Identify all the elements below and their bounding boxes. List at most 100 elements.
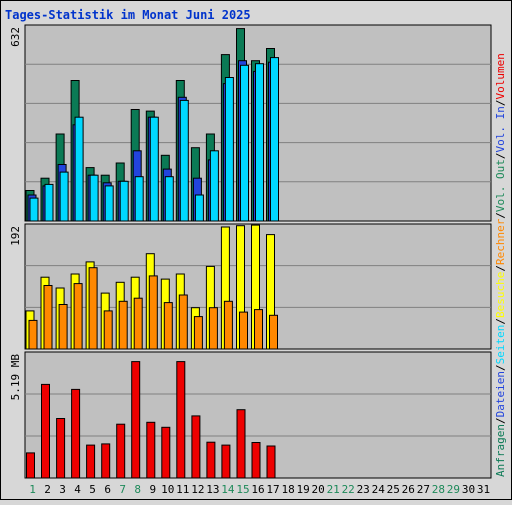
bar-rechner-day-9 [148,275,158,350]
legend-separator: / [494,318,507,325]
bar-seiten-day-14 [224,77,234,222]
bar-seiten-day-15 [240,64,249,222]
bar-volumen-day-14 [221,444,231,479]
legend-item-seiten: Seiten [494,325,507,365]
bar-rechner-day-13 [208,307,218,350]
x-tick-label: 21 [327,483,340,496]
visits-panel: 192 [9,223,492,350]
bar-rechner-day-7 [118,300,128,350]
legend: Anfragen/Dateien/Seiten/Besuche/Rechner/… [494,53,507,477]
x-tick-label: 1 [29,483,36,496]
x-tick-label: 25 [387,483,400,496]
bar-seiten-day-13 [209,150,219,222]
bar-rechner-day-4 [73,283,83,350]
bar-seiten-day-4 [74,116,84,222]
x-tick-label: 14 [221,483,235,496]
bar-seiten-day-1 [29,197,39,222]
bar-rechner-day-10 [163,302,173,350]
x-tick-label: 24 [372,483,386,496]
x-tick-label: 27 [417,483,430,496]
x-tick-label: 9 [149,483,156,496]
bar-volumen-day-13 [206,441,216,479]
bar-seiten-day-3 [59,171,69,222]
bar-volumen-day-11 [176,361,186,479]
legend-item-besuche: Besuche [494,272,507,318]
bar-seiten-day-12 [194,194,204,222]
bar-seiten-day-2 [44,183,54,222]
y-max-label: 192 [9,226,22,246]
bar-volumen-day-2 [41,383,50,479]
bar-rechner-day-6 [103,310,113,350]
legend-item-vol-in: Vol. In [494,106,507,152]
legend-item-volumen: Volumen [494,53,507,99]
x-tick-label: 3 [59,483,66,496]
x-tick-label: 15 [236,483,249,496]
x-tick-label: 29 [447,483,460,496]
x-tick-label: 10 [161,483,174,496]
legend-separator: / [494,99,507,106]
legend-separator: / [494,364,507,371]
bar-rechner-day-17 [269,314,278,350]
bar-volumen-day-10 [161,426,171,479]
x-tick-label: 4 [74,483,81,496]
bar-volumen-day-9 [146,421,156,479]
bar-rechner-day-15 [239,311,248,350]
bar-volumen-day-5 [86,444,96,479]
bar-rechner-day-11 [178,294,188,350]
x-tick-label: 22 [342,483,355,496]
x-tick-label: 20 [311,483,324,496]
x-tick-label: 17 [266,483,279,496]
legend-item-dateien: Dateien [494,371,507,417]
x-tick-label: 2 [44,483,51,496]
x-tick-label: 13 [206,483,219,496]
x-tick-label: 26 [402,483,415,496]
legend-separator: / [494,212,507,219]
bar-rechner-day-5 [88,267,98,350]
bar-seiten-day-8 [134,176,144,222]
x-tick-label: 31 [477,483,490,496]
bar-rechner-day-16 [254,309,263,350]
x-tick-label: 8 [134,483,141,496]
x-tick-label: 16 [251,483,264,496]
legend-separator: / [494,265,507,272]
x-tick-label: 23 [357,483,370,496]
x-tick-label: 19 [296,483,309,496]
bar-seiten-day-6 [104,185,114,222]
x-tick-label: 5 [89,483,96,496]
legend-separator: / [494,152,507,159]
volume-panel: 5.19 MB [9,351,492,479]
bar-rechner-day-2 [43,285,53,350]
bar-volumen-day-8 [131,361,141,479]
x-tick-label: 12 [191,483,204,496]
bar-volumen-day-15 [236,409,246,479]
bar-rechner-day-14 [223,300,233,350]
bar-volumen-day-17 [266,445,276,479]
x-tick-label: 28 [432,483,445,496]
bar-volumen-day-12 [191,415,201,479]
bar-rechner-day-12 [193,316,203,350]
bar-seiten-day-10 [164,176,174,222]
bar-seiten-day-9 [149,116,159,222]
x-tick-label: 11 [176,483,189,496]
legend-item-rechner: Rechner [494,218,507,265]
bar-volumen-day-4 [71,388,81,479]
y-max-label: 5.19 MB [9,354,22,401]
x-tick-label: 18 [281,483,294,496]
x-tick-label: 6 [104,483,111,496]
requests-panel: 632 [9,24,492,222]
legend-separator: / [494,417,507,424]
bar-volumen-day-16 [251,442,261,479]
x-tick-label: 7 [119,483,126,496]
bar-seiten-day-16 [255,63,264,222]
x-axis-labels: 1 2 3 4 5 6 7 8 9 10 11 12 13 14 15 16 17 18 19 20 21 22 23 24 2… [29,483,490,496]
bar-volumen-day-3 [56,418,66,479]
y-max-label: 632 [9,27,22,47]
bar-rechner-day-8 [133,297,143,350]
panels: 632 192 5.19 MB [9,24,492,479]
bar-volumen-day-7 [116,423,126,479]
bar-rechner-day-1 [28,319,38,350]
bar-seiten-day-17 [270,57,279,222]
bar-seiten-day-5 [89,174,99,222]
bar-seiten-day-11 [179,99,189,222]
legend-item-vol-out: Vol. Out [494,159,507,212]
